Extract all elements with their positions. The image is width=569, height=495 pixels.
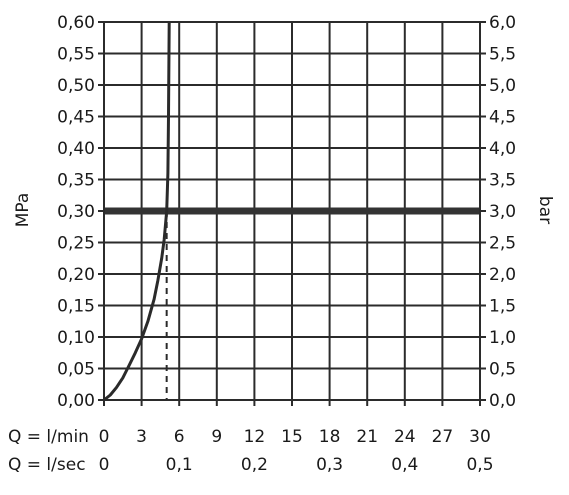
x-tick-label-lmin: 21 bbox=[356, 427, 378, 447]
x-axis-title-lsec: Q = l/sec bbox=[8, 455, 86, 475]
x-tick-label-lsec: 0,5 bbox=[466, 455, 493, 475]
x-tick-label-lmin: 3 bbox=[136, 427, 147, 447]
x-axis-title-lmin: Q = l/min bbox=[8, 427, 89, 447]
axis-labels: MPa bar Q = l/min Q = l/sec 0,00 0,0 0,05 0… bbox=[8, 13, 555, 475]
y-tick-label-right: 5,0 bbox=[489, 76, 516, 96]
y-tick-label-right: 4,5 bbox=[489, 108, 516, 128]
y-tick-label-right: 0,0 bbox=[489, 391, 516, 411]
y-tick-label-left: 0,25 bbox=[57, 234, 95, 254]
x-tick-label-lmin: 24 bbox=[394, 427, 416, 447]
x-tick-label-lsec: 0,2 bbox=[241, 455, 268, 475]
y-tick-label-right: 5,5 bbox=[489, 45, 516, 65]
y-tick-label-left: 0,10 bbox=[57, 328, 95, 348]
y-tick-label-left: 0,35 bbox=[57, 171, 95, 191]
y-tick-label-right: 2,5 bbox=[489, 234, 516, 254]
x-tick-label-lsec: 0,4 bbox=[391, 455, 418, 475]
y-tick-label-right: 3,5 bbox=[489, 171, 516, 191]
y-tick-label-right: 2,0 bbox=[489, 265, 516, 285]
y-tick-label-left: 0,50 bbox=[57, 76, 95, 96]
y-tick-label-left: 0,45 bbox=[57, 108, 95, 128]
plot-border bbox=[103, 21, 481, 401]
y-tick-label-left: 0,60 bbox=[57, 13, 95, 33]
x-tick-label-lsec: 0 bbox=[99, 455, 110, 475]
x-tick-label-lmin: 9 bbox=[211, 427, 222, 447]
x-tick-label-lmin: 15 bbox=[281, 427, 303, 447]
y-tick-label-left: 0,15 bbox=[57, 297, 95, 317]
y-tick-label-right: 0,5 bbox=[489, 360, 516, 380]
y-tick-label-left: 0,30 bbox=[57, 202, 95, 222]
x-tick-label-lmin: 30 bbox=[469, 427, 491, 447]
y-tick-label-left: 0,00 bbox=[57, 391, 95, 411]
y-tick-label-right: 4,0 bbox=[489, 139, 516, 159]
x-tick-label-lmin: 0 bbox=[99, 427, 110, 447]
y-axis-title-left: MPa bbox=[13, 193, 33, 228]
x-tick-label-lsec: 0,3 bbox=[316, 455, 343, 475]
y-axis-title-right: bar bbox=[535, 196, 555, 224]
x-tick-label-lmin: 6 bbox=[174, 427, 185, 447]
y-tick-label-right: 1,5 bbox=[489, 297, 516, 317]
y-tick-label-left: 0,05 bbox=[57, 360, 95, 380]
y-tick-label-right: 1,0 bbox=[489, 328, 516, 348]
plot-frame bbox=[103, 21, 481, 401]
y-tick-label-right: 6,0 bbox=[489, 13, 516, 33]
y-tick-label-left: 0,20 bbox=[57, 265, 95, 285]
y-tick-label-right: 3,0 bbox=[489, 202, 516, 222]
plot-marks bbox=[103, 21, 480, 402]
x-tick-label-lsec: 0,1 bbox=[166, 455, 193, 475]
y-tick-label-left: 0,40 bbox=[57, 139, 95, 159]
x-tick-label-lmin: 18 bbox=[319, 427, 341, 447]
series-line bbox=[103, 21, 171, 402]
x-tick-label-lmin: 12 bbox=[244, 427, 266, 447]
x-tick-label-lmin: 27 bbox=[432, 427, 454, 447]
y-tick-label-left: 0,55 bbox=[57, 45, 95, 65]
